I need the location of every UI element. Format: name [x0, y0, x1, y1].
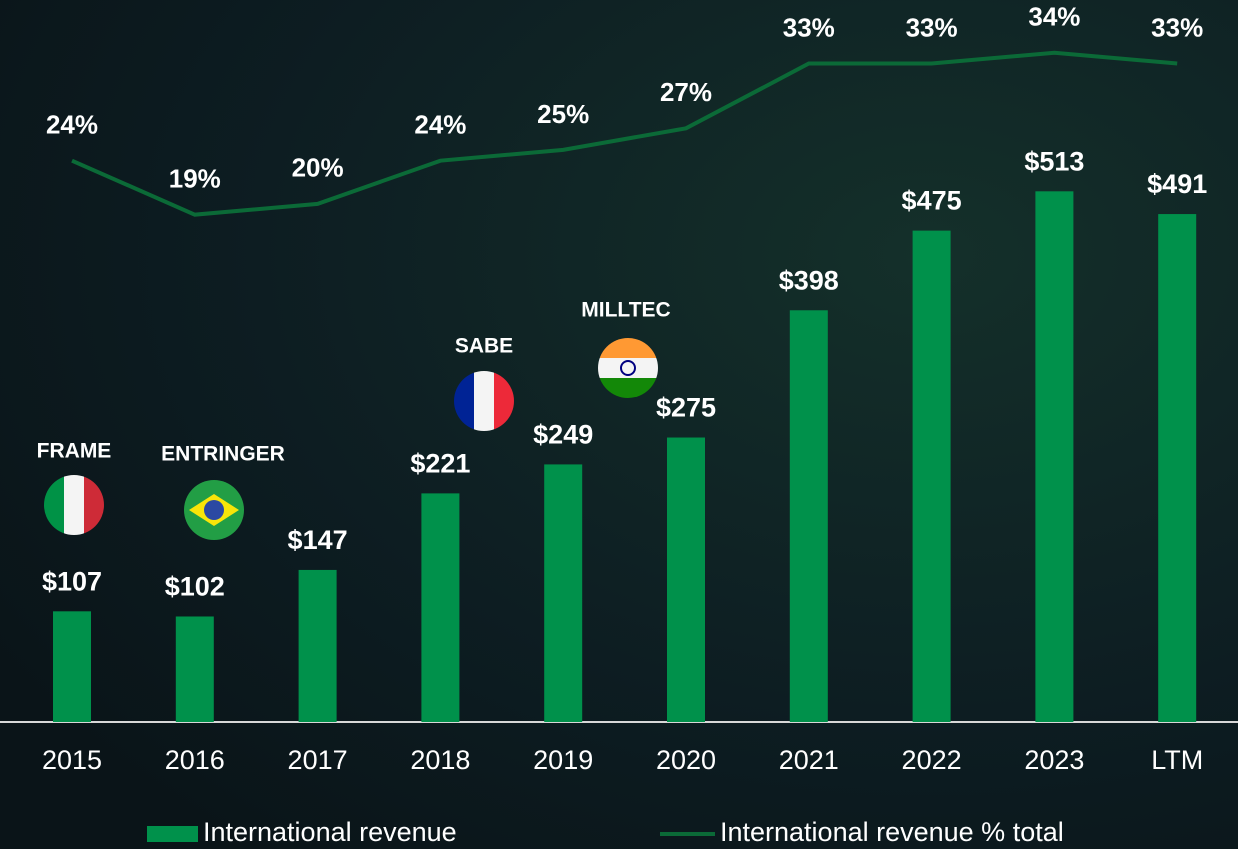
x-tick-label: 2018 — [410, 745, 470, 775]
flag-france — [454, 371, 514, 431]
annotation: MILLTEC — [581, 299, 670, 322]
data-label: 27% — [660, 77, 712, 107]
bar — [53, 611, 91, 722]
bar — [912, 230, 951, 722]
x-tick-label: 2021 — [779, 745, 839, 775]
data-label: 33% — [906, 12, 958, 42]
bar — [1158, 214, 1197, 722]
bar — [421, 493, 460, 722]
data-label: 19% — [169, 164, 221, 194]
flag-india — [598, 338, 658, 398]
data-label: 20% — [292, 153, 344, 183]
data-label: 24% — [46, 110, 98, 140]
legend-label: International revenue — [203, 817, 457, 847]
x-tick-label: 2022 — [902, 745, 962, 775]
legend-swatch — [147, 826, 198, 842]
bar — [667, 437, 705, 722]
x-tick-label: 2020 — [656, 745, 716, 775]
line — [71, 50, 1178, 217]
annotation: SABE — [455, 335, 513, 358]
x-tick-label: LTM — [1151, 745, 1203, 775]
data-label: 24% — [414, 110, 466, 140]
data-label: $221 — [410, 449, 470, 479]
x-tick-label: 2019 — [533, 745, 593, 775]
bar — [789, 310, 828, 722]
data-label: $398 — [779, 265, 839, 295]
x-tick-label: 2017 — [288, 745, 348, 775]
data-label: $275 — [656, 393, 716, 423]
annotation: ENTRINGER — [161, 443, 285, 466]
flag-brazil — [184, 480, 244, 540]
x-tick-label: 2015 — [42, 745, 102, 775]
data-label: 33% — [1151, 12, 1203, 42]
data-label: $513 — [1024, 146, 1084, 176]
annotation: FRAME — [37, 440, 112, 463]
data-label: 33% — [783, 12, 835, 42]
bar — [298, 569, 337, 722]
data-label: $475 — [902, 186, 962, 216]
data-label: $249 — [533, 420, 593, 450]
x-tick-label: 2016 — [165, 745, 225, 775]
data-label: 34% — [1028, 2, 1080, 32]
data-label: $102 — [165, 572, 225, 602]
bar — [175, 616, 214, 722]
flag-italy — [44, 475, 104, 535]
data-label: 25% — [537, 99, 589, 129]
data-label: $107 — [42, 566, 102, 596]
bar — [544, 464, 583, 722]
legend-label: International revenue % total — [720, 817, 1064, 847]
data-label: $491 — [1147, 169, 1207, 199]
x-tick-label: 2023 — [1024, 745, 1084, 775]
data-label: $147 — [288, 525, 348, 555]
bar — [1035, 191, 1074, 722]
